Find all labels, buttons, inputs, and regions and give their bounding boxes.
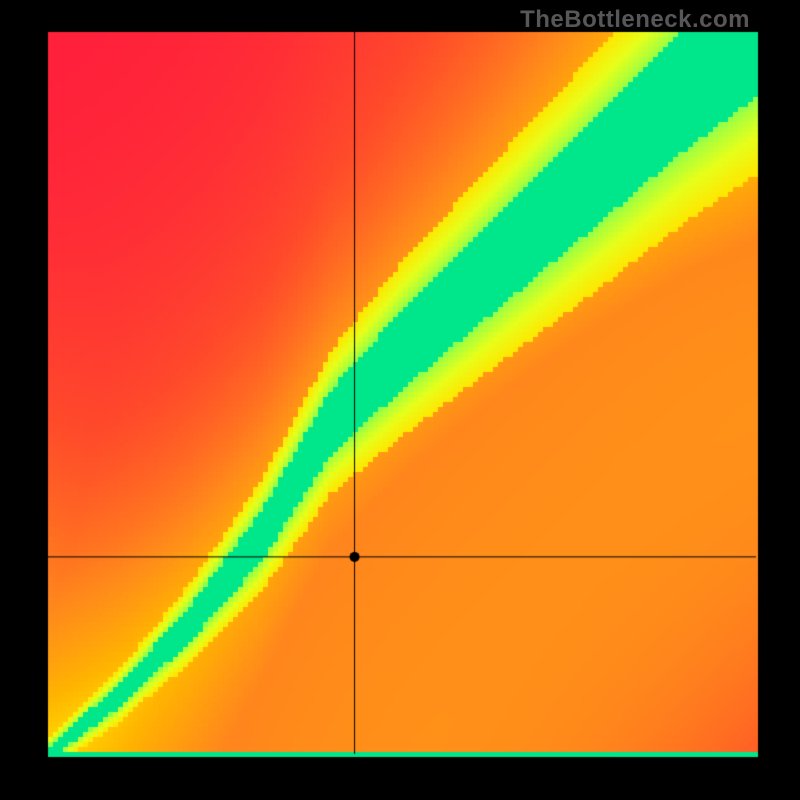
chart-container: TheBottleneck.com bbox=[0, 0, 800, 800]
heatmap-plot bbox=[0, 0, 800, 800]
watermark-text: TheBottleneck.com bbox=[520, 6, 750, 34]
